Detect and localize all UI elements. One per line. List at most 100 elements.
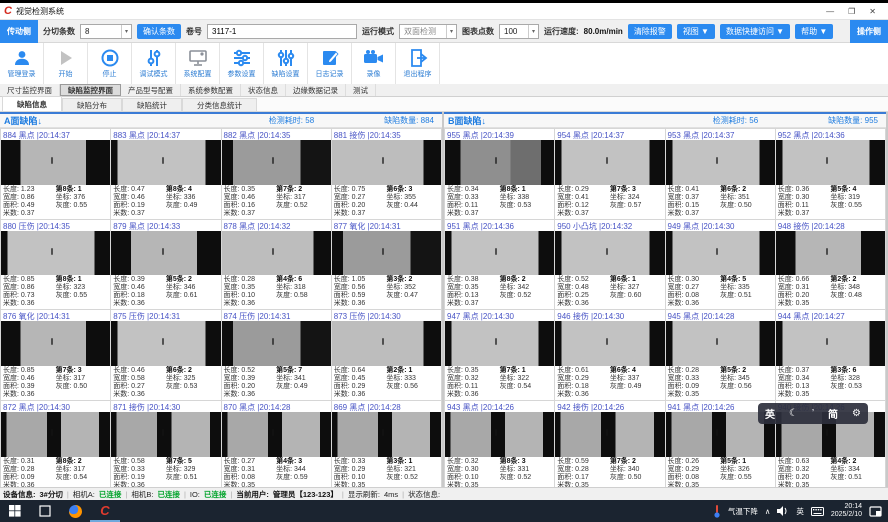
panel-b-title[interactable]: B面缺陷↓ bbox=[448, 116, 486, 126]
defect-image[interactable] bbox=[775, 139, 885, 185]
defect-image[interactable] bbox=[221, 230, 331, 276]
defect-cell[interactable]: 881 接伤 |20:14:35 长度: 0.75 宽度: 0.27 面积: 0.2… bbox=[331, 129, 441, 219]
defect-cell[interactable]: 883 黑点 |20:14:37 长度: 0.47 宽度: 0.46 面积: 0.1… bbox=[111, 129, 221, 219]
defect-image[interactable] bbox=[445, 139, 555, 185]
defect-cell[interactable]: 872 黑点 |20:14:30 长度: 0.31 宽度: 0.28 面积: 0.0… bbox=[1, 401, 111, 487]
defect-cell[interactable]: 871 接伤 |20:14:30 长度: 0.58 宽度: 0.33 面积: 0.1… bbox=[111, 401, 221, 487]
operate-side-button[interactable]: 操作侧 bbox=[850, 19, 888, 43]
log-record-button[interactable]: 日志记录 bbox=[308, 43, 352, 84]
defect-image[interactable] bbox=[445, 412, 555, 457]
defect-image[interactable] bbox=[221, 412, 331, 457]
tab-test[interactable]: 测试 bbox=[346, 84, 376, 96]
defect-image[interactable] bbox=[1, 321, 111, 367]
defect-image[interactable] bbox=[1, 139, 111, 185]
exit-program-button[interactable]: 退出程序 bbox=[396, 43, 440, 84]
confirm-count-button[interactable]: 确认条数 bbox=[137, 23, 181, 39]
volume-icon[interactable] bbox=[777, 506, 789, 516]
subtab-defect-statistics[interactable]: 缺陷统计 bbox=[122, 98, 182, 111]
tab-defect-monitor[interactable]: 缺陷监控界面 bbox=[60, 84, 121, 96]
defect-cell[interactable]: 947 黑点 |20:14:30 长度: 0.35 宽度: 0.32 面积: 0.1… bbox=[445, 310, 555, 401]
defect-image[interactable] bbox=[665, 139, 775, 185]
defect-cell[interactable]: 941 黑点 |20:14:26 长度: 0.26 宽度: 0.29 面积: 0.0… bbox=[665, 401, 775, 487]
maximize-button[interactable]: ❐ bbox=[848, 6, 856, 16]
debug-mode-button[interactable]: 调试模式 bbox=[132, 43, 176, 84]
defect-cell[interactable]: 948 接伤 |20:14:28 长度: 0.66 宽度: 0.31 面积: 0.2… bbox=[775, 219, 885, 310]
defect-image[interactable] bbox=[665, 230, 775, 276]
defect-image[interactable] bbox=[665, 412, 775, 457]
keyboard-icon[interactable] bbox=[810, 506, 824, 516]
defect-image[interactable] bbox=[221, 139, 331, 185]
subtab-defect-info[interactable]: 缺陷信息 bbox=[2, 96, 62, 111]
defect-cell[interactable]: 951 黑点 |20:14:36 长度: 0.38 宽度: 0.35 面积: 0.1… bbox=[445, 219, 555, 310]
roll-number-input[interactable] bbox=[207, 23, 357, 39]
tab-edge-data-record[interactable]: 边缘数据记录 bbox=[286, 84, 346, 96]
defect-cell[interactable]: 877 氧化 |20:14:31 长度: 1.05 宽度: 0.56 面积: 0.5… bbox=[331, 219, 441, 310]
defect-image[interactable] bbox=[555, 230, 665, 276]
tray-expand-chevron[interactable]: ∧ bbox=[764, 506, 771, 516]
defect-image[interactable] bbox=[1, 412, 111, 457]
defect-image[interactable] bbox=[221, 321, 331, 367]
defect-cell[interactable]: 944 黑点 |20:14:27 长度: 0.37 宽度: 0.34 面积: 0.1… bbox=[775, 310, 885, 401]
defect-image[interactable] bbox=[111, 321, 221, 367]
defect-cell[interactable]: 952 黑点 |20:14:36 长度: 0.36 宽度: 0.30 面积: 0.1… bbox=[775, 129, 885, 219]
gear-icon[interactable]: ⚙ bbox=[851, 408, 861, 419]
weather-ticker[interactable]: 气温下降 bbox=[727, 506, 758, 516]
tab-size-monitor[interactable]: 尺寸监控界面 bbox=[0, 84, 60, 96]
moon-icon[interactable]: ☾ bbox=[788, 408, 798, 419]
defect-cell[interactable]: 955 黑点 |20:14:39 长度: 0.34 宽度: 0.33 面积: 0.1… bbox=[445, 129, 555, 219]
start-button[interactable]: 开始 bbox=[44, 43, 88, 84]
defect-image[interactable] bbox=[331, 139, 441, 185]
stop-button[interactable]: 停止 bbox=[88, 43, 132, 84]
chart-points-select[interactable]: 100 ▾ bbox=[499, 23, 539, 39]
defect-cell[interactable]: 873 压伤 |20:14:30 长度: 0.64 宽度: 0.45 面积: 0.2… bbox=[331, 310, 441, 401]
param-settings-button[interactable]: 参数设置 bbox=[220, 43, 264, 84]
defect-image[interactable] bbox=[555, 321, 665, 367]
tab-status-info[interactable]: 状态信息 bbox=[241, 84, 286, 96]
defect-cell[interactable]: 875 压伤 |20:14:31 长度: 0.46 宽度: 0.58 面积: 0.2… bbox=[111, 310, 221, 401]
defect-cell[interactable]: 874 压伤 |20:14:31 长度: 0.52 宽度: 0.39 面积: 0.2… bbox=[221, 310, 331, 401]
run-mode-select[interactable]: 双面检测 ▾ bbox=[399, 23, 457, 39]
browser-taskbar-button[interactable] bbox=[60, 500, 90, 522]
defect-cell[interactable]: 949 黑点 |20:14:30 长度: 0.30 宽度: 0.27 面积: 0.0… bbox=[665, 219, 775, 310]
pen-icon[interactable]: ’ bbox=[811, 408, 815, 419]
defect-cell[interactable]: 942 接伤 |20:14:26 长度: 0.59 宽度: 0.28 面积: 0.1… bbox=[555, 401, 665, 487]
defect-cell[interactable]: 870 黑点 |20:14:28 长度: 0.27 宽度: 0.31 面积: 0.0… bbox=[221, 401, 331, 487]
help-menu-button[interactable]: 帮助 ▼ bbox=[795, 23, 834, 39]
defect-cell[interactable]: 953 黑点 |20:14:37 长度: 0.41 宽度: 0.37 面积: 0.1… bbox=[665, 129, 775, 219]
defect-cell[interactable]: 869 黑点 |20:14:28 长度: 0.33 宽度: 0.29 面积: 0.1… bbox=[331, 401, 441, 487]
inspection-app-taskbar-button[interactable]: C bbox=[90, 500, 120, 522]
defect-cell[interactable]: 876 氧化 |20:14:31 长度: 0.85 宽度: 0.46 面积: 0.3… bbox=[1, 310, 111, 401]
defect-cell[interactable]: 943 黑点 |20:14:26 长度: 0.32 宽度: 0.30 面积: 0.1… bbox=[445, 401, 555, 487]
system-config-button[interactable]: 系统配置 bbox=[176, 43, 220, 84]
defect-image[interactable] bbox=[111, 230, 221, 276]
defect-image[interactable] bbox=[1, 230, 111, 276]
defect-cell[interactable]: 878 黑点 |20:14:32 长度: 0.28 宽度: 0.35 面积: 0.1… bbox=[221, 219, 331, 310]
defect-image[interactable] bbox=[665, 321, 775, 367]
start-menu-button[interactable] bbox=[0, 500, 30, 522]
defect-cell[interactable]: 882 黑点 |20:14:35 长度: 0.35 宽度: 0.46 面积: 0.1… bbox=[221, 129, 331, 219]
ime-english-toggle[interactable]: 英 bbox=[764, 410, 775, 421]
record-video-button[interactable]: 录像 bbox=[352, 43, 396, 84]
taskbar-clock[interactable]: 20:14 2025/2/10 bbox=[831, 503, 862, 519]
defect-cell[interactable]: 950 小凸坑 |20:14:32 长度: 0.52 宽度: 0.48 面积: 0.… bbox=[555, 219, 665, 310]
defect-cell[interactable]: 884 黑点 |20:14:37 长度: 1.23 宽度: 0.86 面积: 0.4… bbox=[1, 129, 111, 219]
drive-side-button[interactable]: 传动侧 bbox=[0, 19, 38, 43]
defect-cell[interactable]: 954 黑点 |20:14:37 长度: 0.29 宽度: 0.41 面积: 0.1… bbox=[555, 129, 665, 219]
data-quick-access-button[interactable]: 数据快捷访问 ▼ bbox=[719, 23, 791, 39]
input-language-indicator[interactable]: 英 bbox=[796, 506, 804, 516]
task-view-button[interactable] bbox=[30, 500, 60, 522]
defect-image[interactable] bbox=[331, 230, 441, 276]
login-button[interactable]: 管理登录 bbox=[0, 43, 44, 84]
tab-product-model-config[interactable]: 产品型号配置 bbox=[121, 84, 181, 96]
defect-cell[interactable]: 945 黑点 |20:14:28 长度: 0.28 宽度: 0.33 面积: 0.0… bbox=[665, 310, 775, 401]
defect-cell[interactable]: 946 接伤 |20:14:30 长度: 0.61 宽度: 0.29 面积: 0.1… bbox=[555, 310, 665, 401]
defect-image[interactable] bbox=[111, 412, 221, 457]
tab-system-param-config[interactable]: 系统参数配置 bbox=[181, 84, 241, 96]
defect-image[interactable] bbox=[445, 321, 555, 367]
defect-image[interactable] bbox=[111, 139, 221, 185]
minimize-button[interactable]: — bbox=[826, 6, 835, 16]
defect-cell[interactable]: 880 压伤 |20:14:35 长度: 0.85 宽度: 0.86 面积: 0.7… bbox=[1, 219, 111, 310]
ime-simplified-toggle[interactable]: 简 bbox=[828, 410, 839, 421]
defect-image[interactable] bbox=[555, 139, 665, 185]
strip-count-select[interactable]: 8 ▾ bbox=[80, 23, 132, 39]
